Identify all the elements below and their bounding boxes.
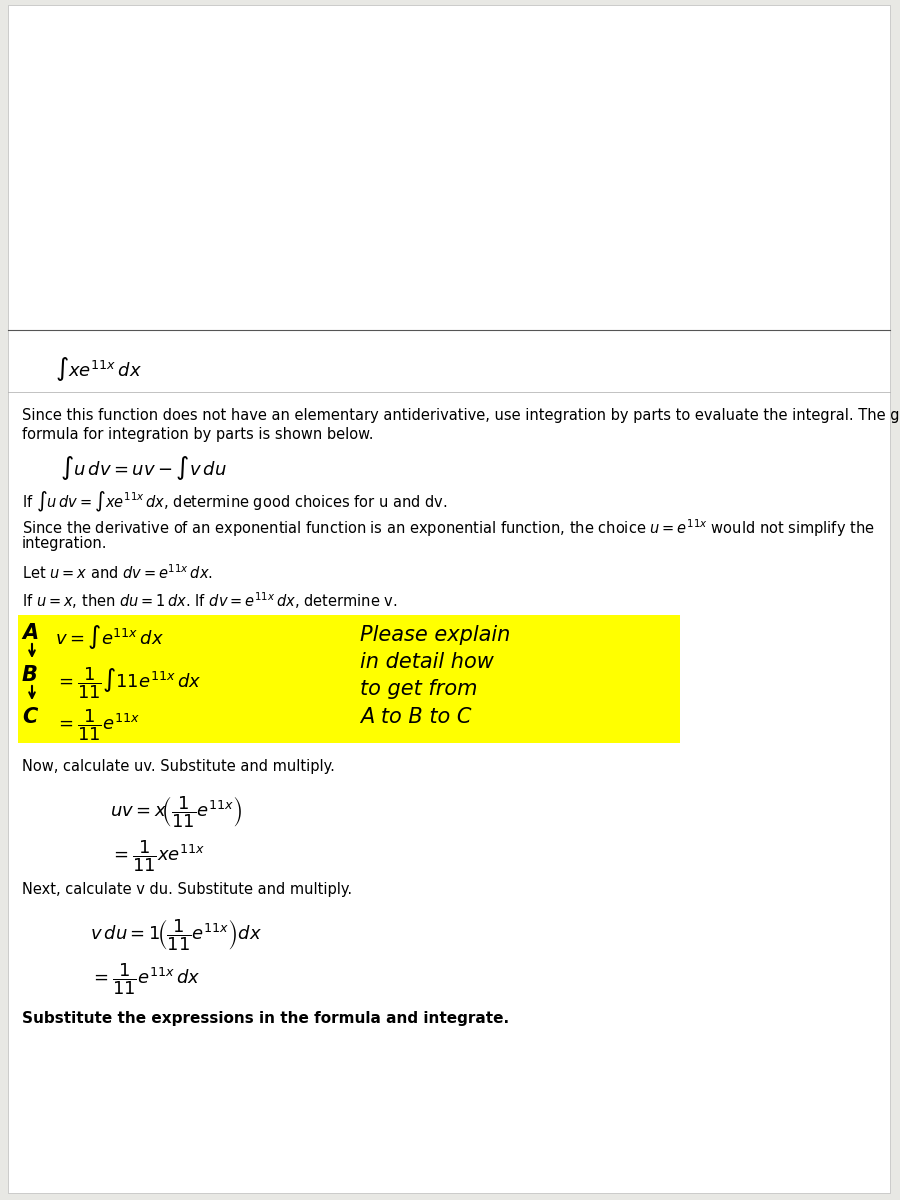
Text: If $\int u\, dv = \int x e^{11x}\, dx$, determine good choices for u and dv.: If $\int u\, dv = \int x e^{11x}\, dx$, … [22, 490, 447, 514]
FancyBboxPatch shape [340, 614, 680, 743]
Text: Next, calculate v du. Substitute and multiply.: Next, calculate v du. Substitute and mul… [22, 882, 352, 898]
Text: $\int u\, dv = uv - \int v\, du$: $\int u\, dv = uv - \int v\, du$ [60, 454, 227, 482]
Text: C: C [22, 707, 38, 727]
Text: Since this function does not have an elementary antiderivative, use integration : Since this function does not have an ele… [22, 408, 900, 422]
Text: $\int x e^{11x}\, dx$: $\int x e^{11x}\, dx$ [55, 355, 142, 383]
Text: $= \dfrac{1}{11} e^{11x}\, dx$: $= \dfrac{1}{11} e^{11x}\, dx$ [90, 961, 201, 997]
Text: $= \dfrac{1}{11}\int 11 e^{11x}\, dx$: $= \dfrac{1}{11}\int 11 e^{11x}\, dx$ [55, 665, 202, 701]
Text: $v = \int e^{11x}\, dx$: $v = \int e^{11x}\, dx$ [55, 623, 164, 650]
Text: Let $u = x$ and $dv = e^{11x}\, dx$.: Let $u = x$ and $dv = e^{11x}\, dx$. [22, 563, 212, 582]
FancyBboxPatch shape [8, 5, 890, 1193]
Text: A: A [22, 623, 38, 643]
Text: $v\, du = 1\!\left(\dfrac{1}{11} e^{11x}\right) dx$: $v\, du = 1\!\left(\dfrac{1}{11} e^{11x}… [90, 917, 262, 953]
Text: Substitute the expressions in the formula and integrate.: Substitute the expressions in the formul… [22, 1010, 509, 1026]
Text: Since the derivative of an exponential function is an exponential function, the : Since the derivative of an exponential f… [22, 517, 875, 539]
FancyBboxPatch shape [18, 614, 390, 743]
Text: $= \dfrac{1}{11} x e^{11x}$: $= \dfrac{1}{11} x e^{11x}$ [110, 838, 205, 874]
Text: integration.: integration. [22, 536, 107, 551]
Text: formula for integration by parts is shown below.: formula for integration by parts is show… [22, 427, 374, 442]
Text: B: B [22, 665, 38, 685]
Text: $= \dfrac{1}{11} e^{11x}$: $= \dfrac{1}{11} e^{11x}$ [55, 707, 140, 743]
Text: $uv = x\!\left(\dfrac{1}{11} e^{11x}\right)$: $uv = x\!\left(\dfrac{1}{11} e^{11x}\rig… [110, 794, 242, 829]
Text: Now, calculate uv. Substitute and multiply.: Now, calculate uv. Substitute and multip… [22, 758, 335, 774]
Text: If $u = x$, then $du = 1\, dx$. If $dv = e^{11x}\, dx$, determine v.: If $u = x$, then $du = 1\, dx$. If $dv =… [22, 590, 398, 611]
Text: Please explain
in detail how
to get from
A to B to C: Please explain in detail how to get from… [360, 625, 510, 726]
